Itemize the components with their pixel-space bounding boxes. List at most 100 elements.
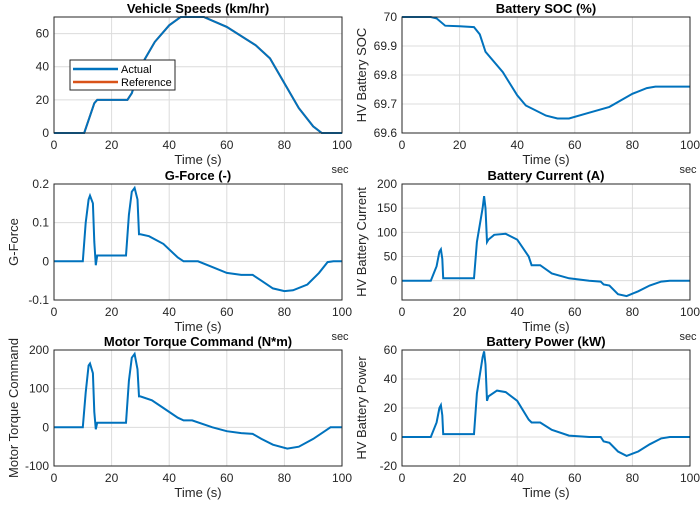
x-axis-label: Time (s) (522, 152, 569, 167)
x-tick-label: 40 (163, 138, 177, 152)
y-tick-label: 69.9 (374, 39, 398, 53)
plot-area (54, 350, 342, 466)
x-tick-label: 40 (511, 138, 525, 152)
x-axis-unit: sec (679, 164, 697, 176)
x-tick-label: 40 (163, 471, 177, 485)
axes-box (401, 349, 691, 467)
x-tick-label: 100 (332, 305, 352, 319)
x-tick-label: 20 (105, 138, 119, 152)
chart-title: Vehicle Speeds (km/hr) (127, 1, 269, 16)
x-tick-label: 80 (278, 138, 292, 152)
x-tick-label: 100 (332, 138, 352, 152)
x-tick-label: 40 (511, 305, 525, 319)
axes-box (401, 183, 691, 301)
y-tick-label: 20 (384, 401, 398, 415)
x-axis-unit: sec (331, 164, 349, 176)
x-axis-label: Time (s) (174, 152, 221, 167)
y-axis-label: HV Battery Current (354, 187, 369, 297)
x-tick-label: 80 (626, 305, 640, 319)
y-tick-label: 0 (390, 274, 397, 288)
y-tick-label: 200 (377, 177, 397, 191)
y-tick-label: 0 (42, 420, 49, 434)
series-line (54, 185, 342, 293)
x-tick-label: 80 (626, 138, 640, 152)
x-tick-label: 60 (568, 305, 582, 319)
x-tick-label: 20 (105, 471, 119, 485)
x-tick-label: 0 (399, 471, 406, 485)
chart-title: Motor Torque Command (N*m) (104, 334, 292, 349)
chart-title: Battery Current (A) (487, 168, 604, 183)
y-tick-label: 69.8 (374, 68, 398, 82)
axes-box (53, 183, 343, 301)
x-tick-label: 0 (399, 138, 406, 152)
chart-title: Battery Power (kW) (486, 334, 605, 349)
legend-box (69, 59, 176, 91)
x-tick-label: 100 (680, 471, 700, 485)
x-axis-label: Time (s) (174, 319, 221, 334)
y-axis-label: HV Battery SOC (354, 28, 369, 123)
x-tick-label: 60 (220, 471, 234, 485)
x-tick-label: 80 (278, 305, 292, 319)
series-line (54, 351, 342, 450)
x-tick-label: 100 (680, 305, 700, 319)
x-tick-label: 20 (453, 138, 467, 152)
x-tick-label: 0 (51, 305, 58, 319)
y-tick-label: 200 (29, 343, 49, 357)
subplot-1: 0 20 40 60 80 100 0 20 40 60 Vehicle Speeds (km/hr… (36, 1, 353, 176)
plot-area (54, 184, 342, 300)
y-tick-label: -100 (25, 459, 49, 473)
y-tick-label: 20 (36, 93, 50, 107)
subplot-4: 0 20 40 60 80 100 0 50 100 150 200 Battery Current … (354, 168, 700, 343)
x-axis-unit: sec (679, 331, 697, 343)
y-axis-label: G-Force (6, 218, 21, 266)
axes-box (401, 16, 691, 134)
x-tick-label: 60 (568, 471, 582, 485)
plot-area (402, 184, 690, 300)
x-tick-label: 100 (332, 471, 352, 485)
x-tick-label: 60 (568, 138, 582, 152)
y-tick-label: 40 (36, 60, 50, 74)
y-tick-label: 0 (390, 430, 397, 444)
y-tick-label: 50 (384, 250, 398, 264)
x-axis-unit: sec (331, 331, 349, 343)
chart-title: G-Force (-) (165, 168, 231, 183)
x-tick-label: 0 (399, 305, 406, 319)
subplot-3: 0 20 40 60 80 100-0.100.10.2G-Force (-)Time (… (6, 168, 352, 343)
x-tick-label: 20 (453, 471, 467, 485)
y-tick-label: 40 (384, 372, 398, 386)
x-axis-label: Time (s) (522, 319, 569, 334)
legend-label: Reference (121, 77, 172, 89)
y-tick-label: -0.1 (28, 293, 49, 307)
x-tick-label: 40 (511, 471, 525, 485)
x-tick-label: 100 (680, 138, 700, 152)
legend-label: Actual (121, 64, 152, 76)
y-tick-label: 70 (384, 10, 398, 24)
y-tick-label: 0.1 (32, 216, 49, 230)
series-line (402, 16, 690, 120)
x-tick-label: 0 (51, 471, 58, 485)
y-tick-label: 100 (377, 225, 397, 239)
y-tick-label: 60 (36, 27, 50, 41)
y-tick-label: -20 (380, 459, 398, 473)
y-tick-label: 0 (42, 254, 49, 268)
x-tick-label: 80 (278, 471, 292, 485)
series-line (402, 195, 690, 298)
chart-title: Battery SOC (%) (496, 1, 596, 16)
x-tick-label: 40 (163, 305, 177, 319)
y-axis-label: Motor Torque Command (6, 338, 21, 478)
y-axis-label: HV Battery Power (354, 356, 369, 460)
x-tick-label: 80 (626, 471, 640, 485)
x-tick-label: 20 (453, 305, 467, 319)
subplot-2: 0 20 40 60 80 100 69.6 69.7 69.8 69.9 70 Battery SO… (354, 1, 700, 176)
x-tick-label: 0 (51, 138, 58, 152)
x-tick-label: 60 (220, 305, 234, 319)
y-tick-label: 0.2 (32, 177, 49, 191)
y-tick-label: 150 (377, 201, 397, 215)
y-tick-label: 69.7 (374, 97, 398, 111)
x-tick-label: 60 (220, 138, 234, 152)
x-axis-label: Time (s) (522, 485, 569, 500)
